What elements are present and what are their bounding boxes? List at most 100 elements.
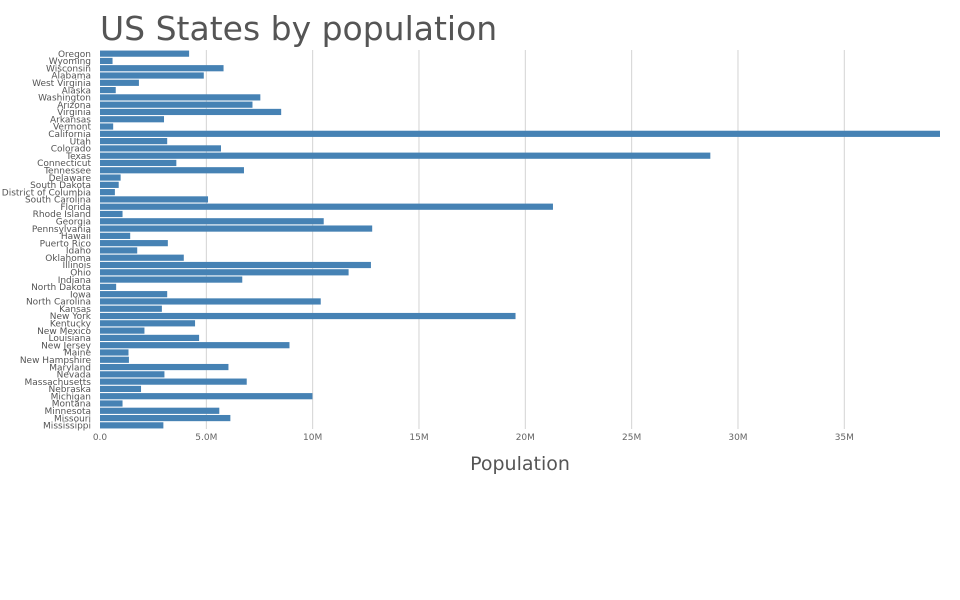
bar-colorado[interactable] (100, 145, 221, 152)
bar-idaho[interactable] (100, 247, 138, 254)
bar-new-jersey[interactable] (100, 342, 290, 349)
category-label: New Mexico (37, 327, 91, 337)
category-label: Kentucky (50, 320, 92, 330)
bar-wyoming[interactable] (100, 57, 113, 65)
bar-district-of-columbia[interactable] (100, 189, 115, 196)
bar-minnesota[interactable] (100, 407, 220, 414)
bar-puerto-rico[interactable] (100, 240, 168, 247)
bar-vermont[interactable] (100, 123, 114, 130)
category-label: Alabama (51, 72, 91, 82)
category-label: Massachusetts (24, 378, 91, 388)
bar-wisconsin[interactable] (100, 65, 224, 72)
bar-massachusetts[interactable] (100, 378, 247, 385)
bar-texas[interactable] (100, 152, 711, 159)
bar-west-virginia[interactable] (100, 79, 139, 86)
category-label: Wyoming (49, 57, 91, 67)
category-label: Minnesota (45, 407, 91, 417)
bar-new-mexico[interactable] (100, 327, 145, 334)
bar-new-york[interactable] (100, 312, 516, 320)
category-label: Louisiana (49, 334, 92, 344)
bar-arkansas[interactable] (100, 116, 165, 123)
category-label: Utah (70, 137, 91, 147)
bar-north-carolina[interactable] (100, 298, 321, 305)
category-label: Oregon (58, 50, 91, 60)
bar-maine[interactable] (100, 349, 129, 356)
category-label: Indiana (58, 276, 91, 286)
bar-virginia[interactable] (100, 108, 282, 116)
bar-south-dakota[interactable] (100, 181, 119, 188)
category-label: New York (50, 312, 92, 322)
bar-utah[interactable] (100, 138, 168, 145)
category-label: Pennsylvania (32, 225, 91, 235)
bar-washington[interactable] (100, 94, 261, 101)
bar-alaska[interactable] (100, 86, 116, 94)
bar-iowa[interactable] (100, 291, 168, 298)
bar-oklahoma[interactable] (100, 254, 184, 261)
gridlines (205, 50, 845, 429)
category-label: Rhode Island (33, 210, 91, 220)
category-label: Vermont (53, 123, 92, 133)
category-label: Florida (60, 203, 91, 213)
category-label: Washington (38, 94, 91, 104)
category-label: North Carolina (26, 298, 91, 308)
bar-florida[interactable] (100, 203, 553, 210)
bar-illinois[interactable] (100, 261, 371, 269)
bar-alabama[interactable] (100, 72, 204, 79)
bar-california[interactable] (100, 130, 940, 137)
category-label: Kansas (59, 305, 91, 315)
bar-connecticut[interactable] (100, 159, 177, 167)
bar-nevada[interactable] (100, 371, 165, 378)
bar-hawaii[interactable] (100, 232, 131, 239)
bar-missouri[interactable] (100, 414, 231, 422)
bar-ohio[interactable] (100, 269, 349, 276)
bars (100, 50, 940, 429)
category-label: Missouri (54, 414, 91, 424)
bar-louisiana[interactable] (100, 334, 200, 341)
bar-maryland[interactable] (100, 363, 229, 371)
x-tick-label: 15M (409, 433, 428, 443)
category-label: Maine (64, 349, 91, 359)
bar-oregon[interactable] (100, 50, 190, 57)
bar-new-hampshire[interactable] (100, 356, 129, 363)
category-label: Mississippi (43, 422, 91, 432)
category-label: Virginia (57, 108, 91, 118)
bar-delaware[interactable] (100, 174, 121, 181)
category-label: California (48, 130, 91, 140)
bar-south-carolina[interactable] (100, 196, 209, 203)
bar-north-dakota[interactable] (100, 283, 117, 290)
category-label: North Dakota (31, 283, 91, 293)
bar-michigan[interactable] (100, 393, 313, 400)
category-label: Nevada (57, 371, 91, 381)
category-label: Tennessee (43, 166, 91, 176)
x-tick-label: 35M (835, 433, 854, 443)
category-label: New Hampshire (20, 356, 92, 366)
x-tick-label: 20M (516, 433, 535, 443)
category-label: Montana (52, 400, 91, 410)
bar-mississippi[interactable] (100, 422, 164, 429)
category-label: Puerto Rico (40, 239, 92, 249)
bar-tennessee[interactable] (100, 167, 244, 174)
bar-rhode-island[interactable] (100, 210, 123, 218)
category-label: South Dakota (30, 181, 91, 191)
bar-pennsylvania[interactable] (100, 225, 373, 232)
bar-indiana[interactable] (100, 276, 243, 283)
chart-title: US States by population (100, 9, 497, 48)
category-label: Michigan (51, 392, 91, 402)
category-label: Arkansas (50, 115, 91, 125)
category-label: Illinois (62, 261, 91, 271)
category-label: Oklahoma (45, 254, 91, 264)
bar-nebraska[interactable] (100, 385, 142, 393)
category-label: Ohio (70, 269, 91, 279)
bar-montana[interactable] (100, 400, 123, 407)
category-label: Colorado (51, 145, 92, 155)
category-label: Alaska (62, 86, 91, 96)
x-tick-label: 5.0M (195, 433, 217, 443)
bar-kansas[interactable] (100, 305, 162, 312)
category-label: Iowa (70, 290, 91, 300)
bar-arizona[interactable] (100, 101, 253, 108)
bar-kentucky[interactable] (100, 320, 196, 327)
bar-georgia[interactable] (100, 218, 324, 225)
category-label: Delaware (49, 174, 92, 184)
